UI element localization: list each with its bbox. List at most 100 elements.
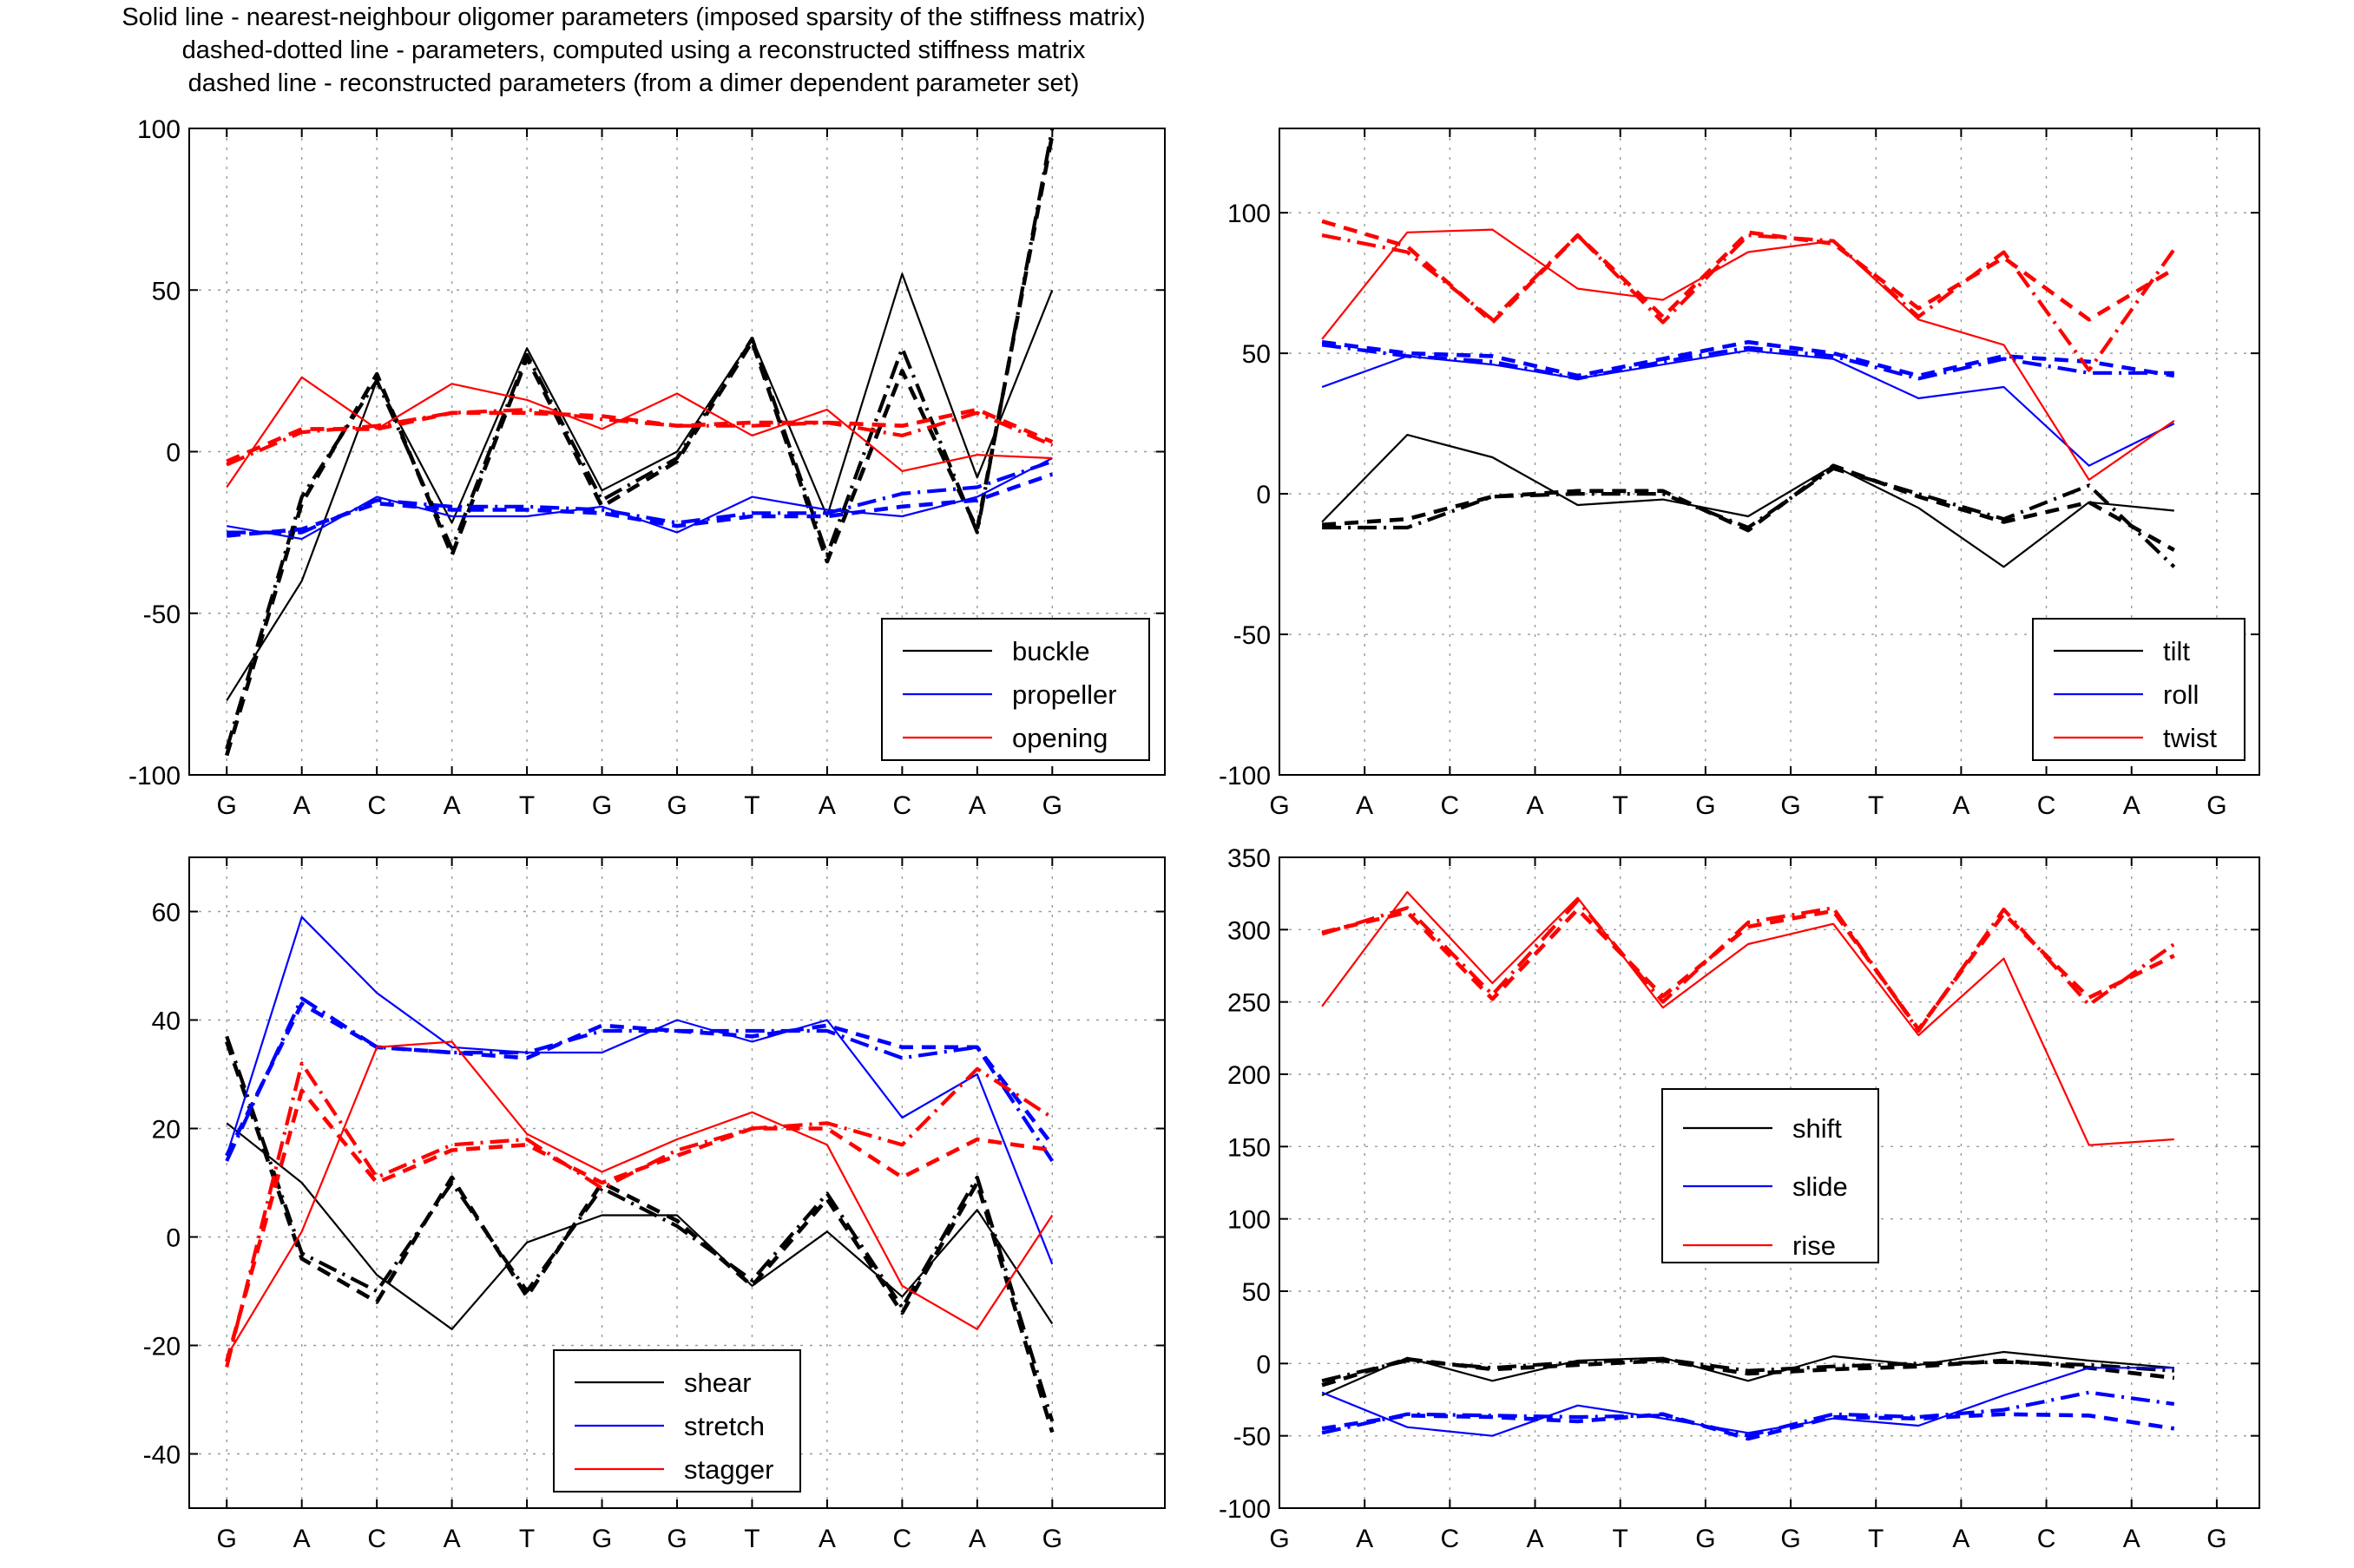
x-tick-label: A: [1952, 791, 1969, 820]
x-tick-label: G: [1042, 791, 1062, 820]
x-tick-label: G: [1780, 791, 1800, 820]
y-tick-label: -20: [143, 1333, 181, 1361]
series-line-1-dashdot: [225, 1035, 1055, 1422]
y-tick-label: 100: [1227, 200, 1271, 228]
legend: buckle propeller opening: [881, 618, 1150, 761]
series-line-3-solid: [226, 915, 1054, 1265]
x-tick-label: A: [2123, 1525, 2140, 1553]
series-line-3-solid: [1321, 349, 2175, 467]
series-line-1-dashdot: [1322, 466, 2176, 568]
y-tick-label: -50: [1233, 1423, 1271, 1452]
x-tick-label: T: [1613, 791, 1628, 820]
y-tick-label: 40: [152, 1007, 181, 1036]
chart-panel-bottom-right: -100 -50 0 50 100 150 200 250 300 350 G A C A T G G T A C A G…: [1219, 844, 2260, 1553]
x-tick-label: A: [293, 791, 311, 820]
x-tick-label: A: [293, 1525, 311, 1553]
x-tick-label: C: [1441, 1525, 1460, 1553]
series-line-3-solid: [1321, 1367, 2174, 1437]
x-tick-label: A: [444, 1525, 461, 1553]
axes-frame: [1279, 128, 2260, 776]
y-tick-label: -100: [1219, 762, 1271, 791]
series-line-8-dashed: [1321, 219, 2175, 325]
y-tick-label: 150: [1227, 1133, 1271, 1162]
legend-label: tilt: [2163, 636, 2190, 666]
x-tick-label: C: [893, 1525, 912, 1553]
x-tick-label: C: [2037, 1525, 2056, 1553]
series-line-5-dashed: [1321, 339, 2175, 378]
legend-box: [553, 1349, 801, 1493]
y-tick-label: 100: [1227, 1206, 1271, 1235]
y-tick-label: -40: [143, 1441, 181, 1470]
y-tick-label: 300: [1227, 916, 1271, 945]
legend-label: rise: [1792, 1230, 1836, 1261]
legend-label: twist: [2163, 723, 2217, 753]
series-line-0-solid: [226, 1122, 1054, 1330]
x-tick-label: C: [367, 791, 386, 820]
title-line-3: dashed line - reconstructed parameters (…: [187, 69, 1080, 97]
legend-label: shift: [1792, 1113, 1842, 1144]
x-tick-label: G: [2206, 791, 2226, 820]
series-line-7-dashdot: [226, 408, 1054, 467]
legend: shift slide rise: [1661, 1088, 1879, 1263]
x-tick-label: T: [744, 1525, 759, 1553]
legend-box: [2032, 618, 2246, 761]
x-tick-label: A: [1356, 1525, 1373, 1553]
y-tick-label: 50: [152, 277, 181, 305]
series-line-6-solid: [226, 376, 1053, 489]
x-tick-label: G: [217, 791, 237, 820]
series-line-2-dashed: [1321, 1357, 2175, 1388]
x-tick-label: A: [969, 791, 986, 820]
x-tick-label: G: [1695, 1525, 1715, 1553]
legend-label: slide: [1792, 1171, 1848, 1202]
series-line-2-dashed: [1321, 463, 2175, 552]
x-tick-label: A: [1356, 791, 1373, 820]
y-tick-label: 0: [166, 439, 181, 468]
axes-frame: [188, 856, 1166, 1509]
y-tick-label: 200: [1227, 1061, 1271, 1090]
series-line-6-solid: [1321, 228, 2175, 482]
x-tick-label: G: [1269, 791, 1289, 820]
y-tick-label: 50: [1242, 1278, 1271, 1307]
y-tick-label: 20: [152, 1116, 181, 1145]
legend-label: opening: [1012, 723, 1108, 753]
legend: tilt roll twist: [2032, 618, 2246, 761]
x-tick-label: A: [1527, 791, 1544, 820]
series-line-2-dashed: [225, 1040, 1055, 1434]
x-tick-label: G: [217, 1525, 237, 1553]
legend-box: [1661, 1088, 1879, 1263]
y-tick-label: -100: [128, 762, 181, 791]
series-line-6-solid: [226, 1040, 1054, 1357]
x-tick-label: C: [367, 1525, 386, 1553]
series-line-4-dashdot: [225, 996, 1055, 1163]
series-line-0-solid: [1321, 434, 2174, 568]
y-tick-label: -50: [1233, 621, 1271, 650]
x-tick-label: T: [1613, 1525, 1628, 1553]
y-tick-label: 250: [1227, 989, 1271, 1018]
x-tick-label: G: [667, 791, 687, 820]
series-line-8-dashed: [226, 407, 1054, 463]
x-tick-label: G: [1269, 1525, 1289, 1553]
x-tick-label: A: [444, 791, 461, 820]
x-tick-label: C: [2037, 791, 2056, 820]
series-line-5-dashed: [225, 1001, 1055, 1157]
series-line-5-dashed: [1321, 1412, 2175, 1441]
y-tick-label: 0: [166, 1224, 181, 1253]
series-line-2-dashed: [224, 134, 1055, 757]
series-line-5-dashed: [227, 472, 1054, 538]
y-tick-label: -100: [1219, 1495, 1271, 1524]
legend-label: propeller: [1012, 679, 1117, 710]
legend-label: stagger: [684, 1454, 773, 1485]
x-tick-label: G: [1695, 791, 1715, 820]
x-tick-label: T: [519, 791, 535, 820]
y-tick-label: -50: [143, 600, 181, 629]
y-tick-label: 0: [1256, 481, 1271, 509]
x-tick-label: C: [893, 791, 912, 820]
x-tick-label: A: [969, 1525, 986, 1553]
x-tick-label: T: [519, 1525, 535, 1553]
series-line-6-solid: [1321, 890, 2174, 1146]
legend-label: stretch: [684, 1411, 765, 1441]
series-line-0-solid: [1321, 1350, 2174, 1397]
